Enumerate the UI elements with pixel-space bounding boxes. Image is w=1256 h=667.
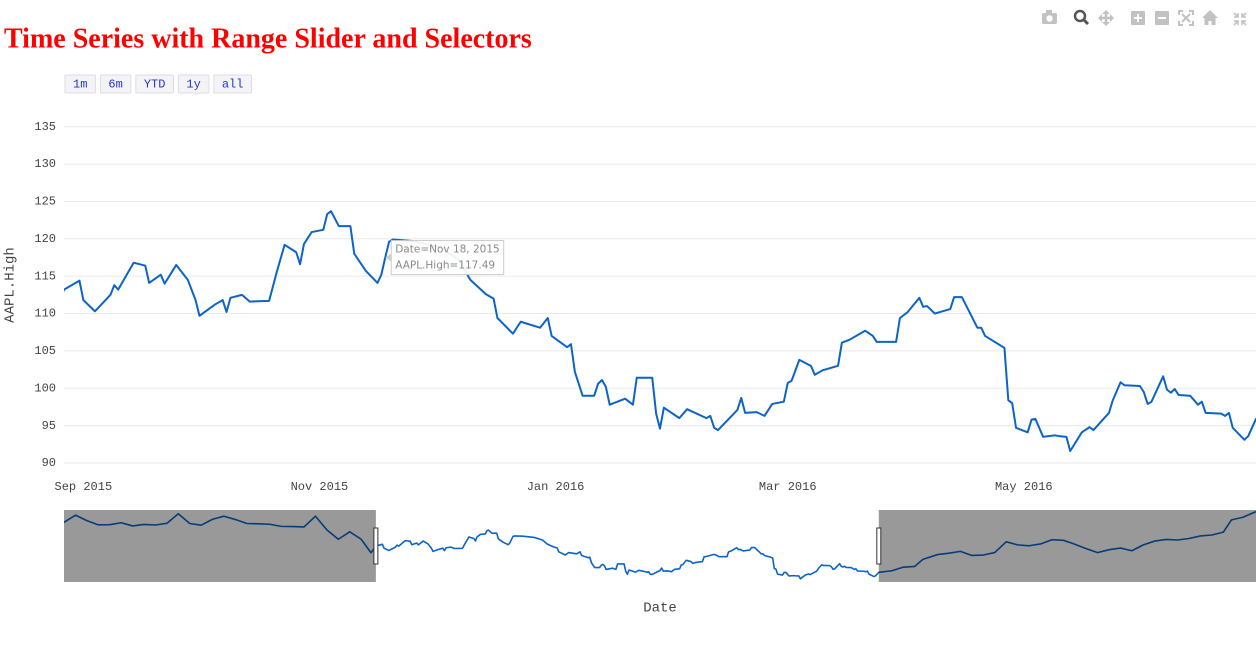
y-tick-label: 120	[34, 232, 56, 246]
hover-pointer	[385, 253, 392, 262]
slider-mask-left	[64, 510, 376, 582]
hover-box	[390, 240, 505, 276]
home-icon[interactable]	[1202, 10, 1218, 25]
range-button[interactable]: 6m	[99, 74, 132, 94]
spike-icon[interactable]	[1233, 12, 1247, 26]
plot-area	[64, 210, 1256, 453]
y-tick-label: 135	[34, 120, 56, 134]
hover-text: Date=Nov 18, 2015	[395, 244, 499, 256]
x-tick-label: Mar 2016	[759, 480, 817, 494]
range-button-box[interactable]	[99, 74, 132, 94]
labels: 90 95 100 105 110 115 120 125 130 135 Sep 2015 Nov …	[34, 120, 1052, 494]
range-button[interactable]: all	[213, 74, 252, 94]
autoscale-icon[interactable]	[1178, 10, 1194, 26]
y-tick-label: 95	[42, 419, 56, 433]
range-selector: 1m 6m YTD 1y all	[64, 74, 252, 94]
range-button-label[interactable]: 6m	[108, 78, 122, 92]
range-button-label[interactable]: 1y	[186, 78, 200, 92]
range-button-label[interactable]: 1m	[73, 78, 87, 92]
zoom-in-icon[interactable]	[1131, 11, 1145, 25]
slider-line	[64, 510, 1256, 580]
slider-handle-left[interactable]	[373, 527, 379, 565]
y-tick-label: 100	[34, 381, 56, 395]
zoom-out-icon[interactable]	[1155, 11, 1169, 25]
hover-layer: Date=Nov 18, 2015 AAPL.High=117.49	[385, 240, 505, 276]
x-tick-label: May 2016	[995, 480, 1053, 494]
slider-handle-right[interactable]	[876, 527, 882, 565]
range-button[interactable]: 1m	[64, 74, 96, 94]
zoom-icon[interactable]	[1073, 9, 1090, 26]
y-tick-label: 110	[34, 307, 56, 321]
hover-tooltip: Date=Nov 18, 2015 AAPL.High=117.49	[385, 240, 505, 276]
x-tick-label: Nov 2015	[291, 480, 349, 494]
range-button-box[interactable]	[64, 74, 96, 94]
x-tick-label: Sep 2015	[55, 480, 113, 494]
chart-title: Time Series with Range Slider and Select…	[4, 23, 532, 54]
slider-mask-right	[878, 510, 1256, 582]
range-button-box[interactable]	[177, 74, 210, 94]
slider-plot	[64, 510, 1256, 580]
y-tick-label: 115	[34, 269, 56, 283]
range-button-label[interactable]: YTD	[144, 78, 166, 92]
pan-icon[interactable]	[1098, 10, 1114, 26]
y-tick-label: 130	[34, 157, 56, 171]
range-button-label[interactable]: all	[222, 78, 244, 92]
range-button-box[interactable]	[213, 74, 252, 94]
toolbar	[1042, 9, 1247, 26]
grid	[64, 126, 1256, 464]
range-slider[interactable]	[64, 510, 1256, 582]
x-tick-label: Jan 2016	[527, 480, 585, 494]
y-tick-label: 125	[34, 195, 56, 209]
x-axis-title: Date	[643, 601, 677, 617]
y-tick-label: 105	[34, 344, 56, 358]
range-button[interactable]: 1y	[177, 74, 210, 94]
camera-icon[interactable]	[1042, 10, 1057, 24]
hover-text: AAPL.High=117.49	[395, 260, 495, 272]
range-button[interactable]: YTD	[135, 74, 174, 94]
data-line	[64, 210, 1256, 453]
y-tick-label: 90	[42, 456, 56, 470]
y-axis-title: AAPL.High	[3, 247, 19, 323]
range-button-box[interactable]	[135, 74, 174, 94]
